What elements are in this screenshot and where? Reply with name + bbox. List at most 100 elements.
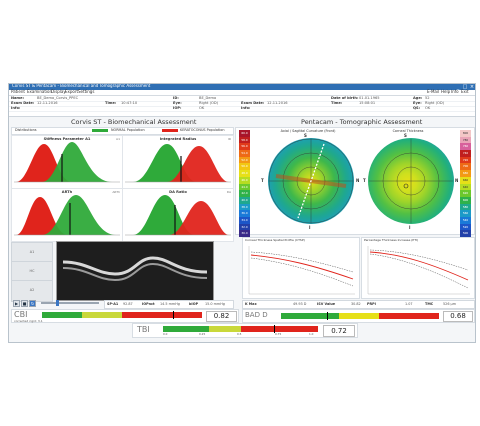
menu-item-help[interactable]: Help	[441, 89, 451, 94]
time-label: Time:	[105, 101, 117, 105]
iopnct-label: IOPnct	[142, 302, 155, 306]
bad-d-value: 0.68	[443, 311, 473, 322]
isv-label: ISV Value	[317, 302, 336, 306]
biop-label: bIOP	[189, 302, 199, 306]
tbi-tick: 0.25	[199, 332, 206, 336]
scale-cell: 520	[460, 223, 471, 231]
cbi-value: 0.82	[206, 311, 237, 322]
curvature-overlay	[268, 138, 354, 224]
prpi-value: 1.07	[405, 302, 413, 306]
pentacam-info-strip: K Max 49.93 D ISV Value 30.82 PRPI 1.07 …	[242, 300, 475, 309]
scale-cell: 720	[460, 156, 471, 164]
curve-title: ARTh	[61, 190, 73, 194]
menu-item-examination[interactable]: Examination	[27, 89, 53, 94]
cbi-row: CBI 0.82 corrected rigid: 3.1	[11, 309, 239, 323]
menu-item-exit[interactable]: Exit	[461, 89, 469, 94]
tbi-red-segment	[241, 326, 318, 332]
tbi-bar	[163, 325, 318, 333]
prpi-label: PRPI	[367, 302, 376, 306]
exam-time: 10:47:10	[121, 101, 138, 105]
scale-cell: 32.0	[239, 223, 250, 231]
tbi-label: TBI	[137, 325, 150, 334]
stop-button[interactable]: ■	[21, 300, 28, 307]
menu-item-email[interactable]: E-Mail	[427, 89, 440, 94]
scale-cell: 780	[460, 136, 471, 144]
scale-cell: 34.0	[239, 216, 250, 224]
menu-item-patient[interactable]: Patient	[11, 89, 25, 94]
distribution-curve-a1: Stiffness Parameter A1 A1	[11, 135, 123, 189]
cornea-back-edge	[62, 262, 208, 282]
curvature-map[interactable]	[268, 138, 354, 224]
name-label: Name:	[11, 96, 25, 100]
thickness-overlay	[369, 139, 453, 223]
scale-cell: 540	[460, 216, 471, 224]
spa1-label: SP-A1	[107, 302, 119, 306]
legend-kc-label: KERATOCONUS Population	[180, 128, 225, 132]
thinnest-point	[403, 183, 409, 189]
window-title: Corvis ST & Pentacam - Biomechanical and…	[12, 83, 151, 88]
timeline-slider[interactable]	[41, 302, 99, 304]
tbi-tick: 0.5	[237, 332, 242, 336]
bad-marker	[327, 312, 328, 320]
menu-item-display[interactable]: Display	[51, 89, 66, 94]
pti-title: Percentage Thickness Increase (PTI)	[364, 238, 419, 242]
normal-curve	[133, 195, 195, 235]
timeline-handle[interactable]	[56, 300, 59, 306]
map2-inferior: I	[409, 225, 411, 230]
scale-cell: 800	[460, 130, 471, 137]
ctsp-plot	[248, 246, 355, 295]
menu-item-export[interactable]: Export	[65, 89, 79, 94]
thickness-map[interactable]	[368, 138, 454, 224]
curve-tag: ARTh	[112, 190, 120, 194]
scale-cell: 620	[460, 190, 471, 197]
exam-date: 12.11.2016	[37, 101, 58, 105]
bad-d-bar	[281, 312, 439, 320]
map2-nasal: N	[455, 178, 459, 183]
eye2-label: Eye:	[413, 101, 422, 105]
curve-title: DA Ratio	[169, 190, 187, 194]
menu-item-settings[interactable]: Settings	[78, 89, 95, 94]
map1-superior: S	[304, 133, 307, 138]
age-label: Age:	[413, 96, 423, 100]
patient-header: Name: BE_Demo_Corvis_PPEC ID: BE_Demo Da…	[9, 96, 475, 117]
close-button[interactable]: ×	[469, 84, 475, 90]
info2-label: Info:	[241, 106, 251, 110]
bad-yellow-segment	[339, 313, 379, 319]
exam-date-label: Exam Date:	[11, 101, 35, 105]
scale-cell: 600	[460, 196, 471, 204]
scale-cell: 38.0	[239, 203, 250, 211]
normal-upper	[250, 251, 354, 273]
iop-status: OK	[199, 106, 205, 110]
scale-cell: 680	[460, 170, 471, 177]
tmc-label: TMC	[425, 302, 434, 306]
distribution-curve-arth: ARTh ARTh	[11, 188, 123, 242]
title-bar: Corvis ST & Pentacam - Biomechanical and…	[9, 84, 475, 90]
kc-curve	[167, 146, 229, 182]
tbi-marker	[274, 325, 275, 333]
distributions-label: Distributions	[15, 128, 37, 132]
thickness-map-title: Corneal Thickness	[392, 129, 424, 133]
eye-label: Eye:	[173, 101, 182, 105]
tbi-tick: 0.0	[163, 332, 168, 336]
maximize-button[interactable]: □	[462, 84, 468, 90]
exam2-time: 15:08:01	[359, 101, 376, 105]
scale-cell: 54.0	[239, 150, 250, 157]
minimize-button[interactable]: _	[456, 84, 460, 90]
play-button[interactable]: ▶	[13, 300, 20, 307]
scale-cell: 640	[460, 183, 471, 191]
thumb-a2[interactable]: A2	[11, 280, 53, 302]
dob-label: Date of birth:	[331, 96, 359, 100]
scale-cell: 660	[460, 176, 471, 184]
patient-name: BE_Demo_Corvis_PPEC	[37, 96, 79, 100]
cbi-note-a: corrected	[14, 319, 29, 323]
isv-value: 30.82	[351, 302, 361, 306]
corvis-info-strip: SP-A1 92.87 IOPnct 14.5 mmHg bIOP 15.0 m…	[104, 300, 234, 309]
menu-bar: Patient Examination Display Export Setti…	[9, 89, 475, 96]
normal-lower	[250, 257, 354, 287]
menu-item-info[interactable]: Info	[451, 89, 459, 94]
distribution-curve-ir: Integrated Radius IR	[122, 135, 234, 189]
replay-button[interactable]: ↻	[29, 300, 36, 307]
qs-label: QS:	[413, 106, 421, 110]
scheimpflug-image	[56, 241, 214, 301]
pti-plot	[367, 246, 470, 295]
